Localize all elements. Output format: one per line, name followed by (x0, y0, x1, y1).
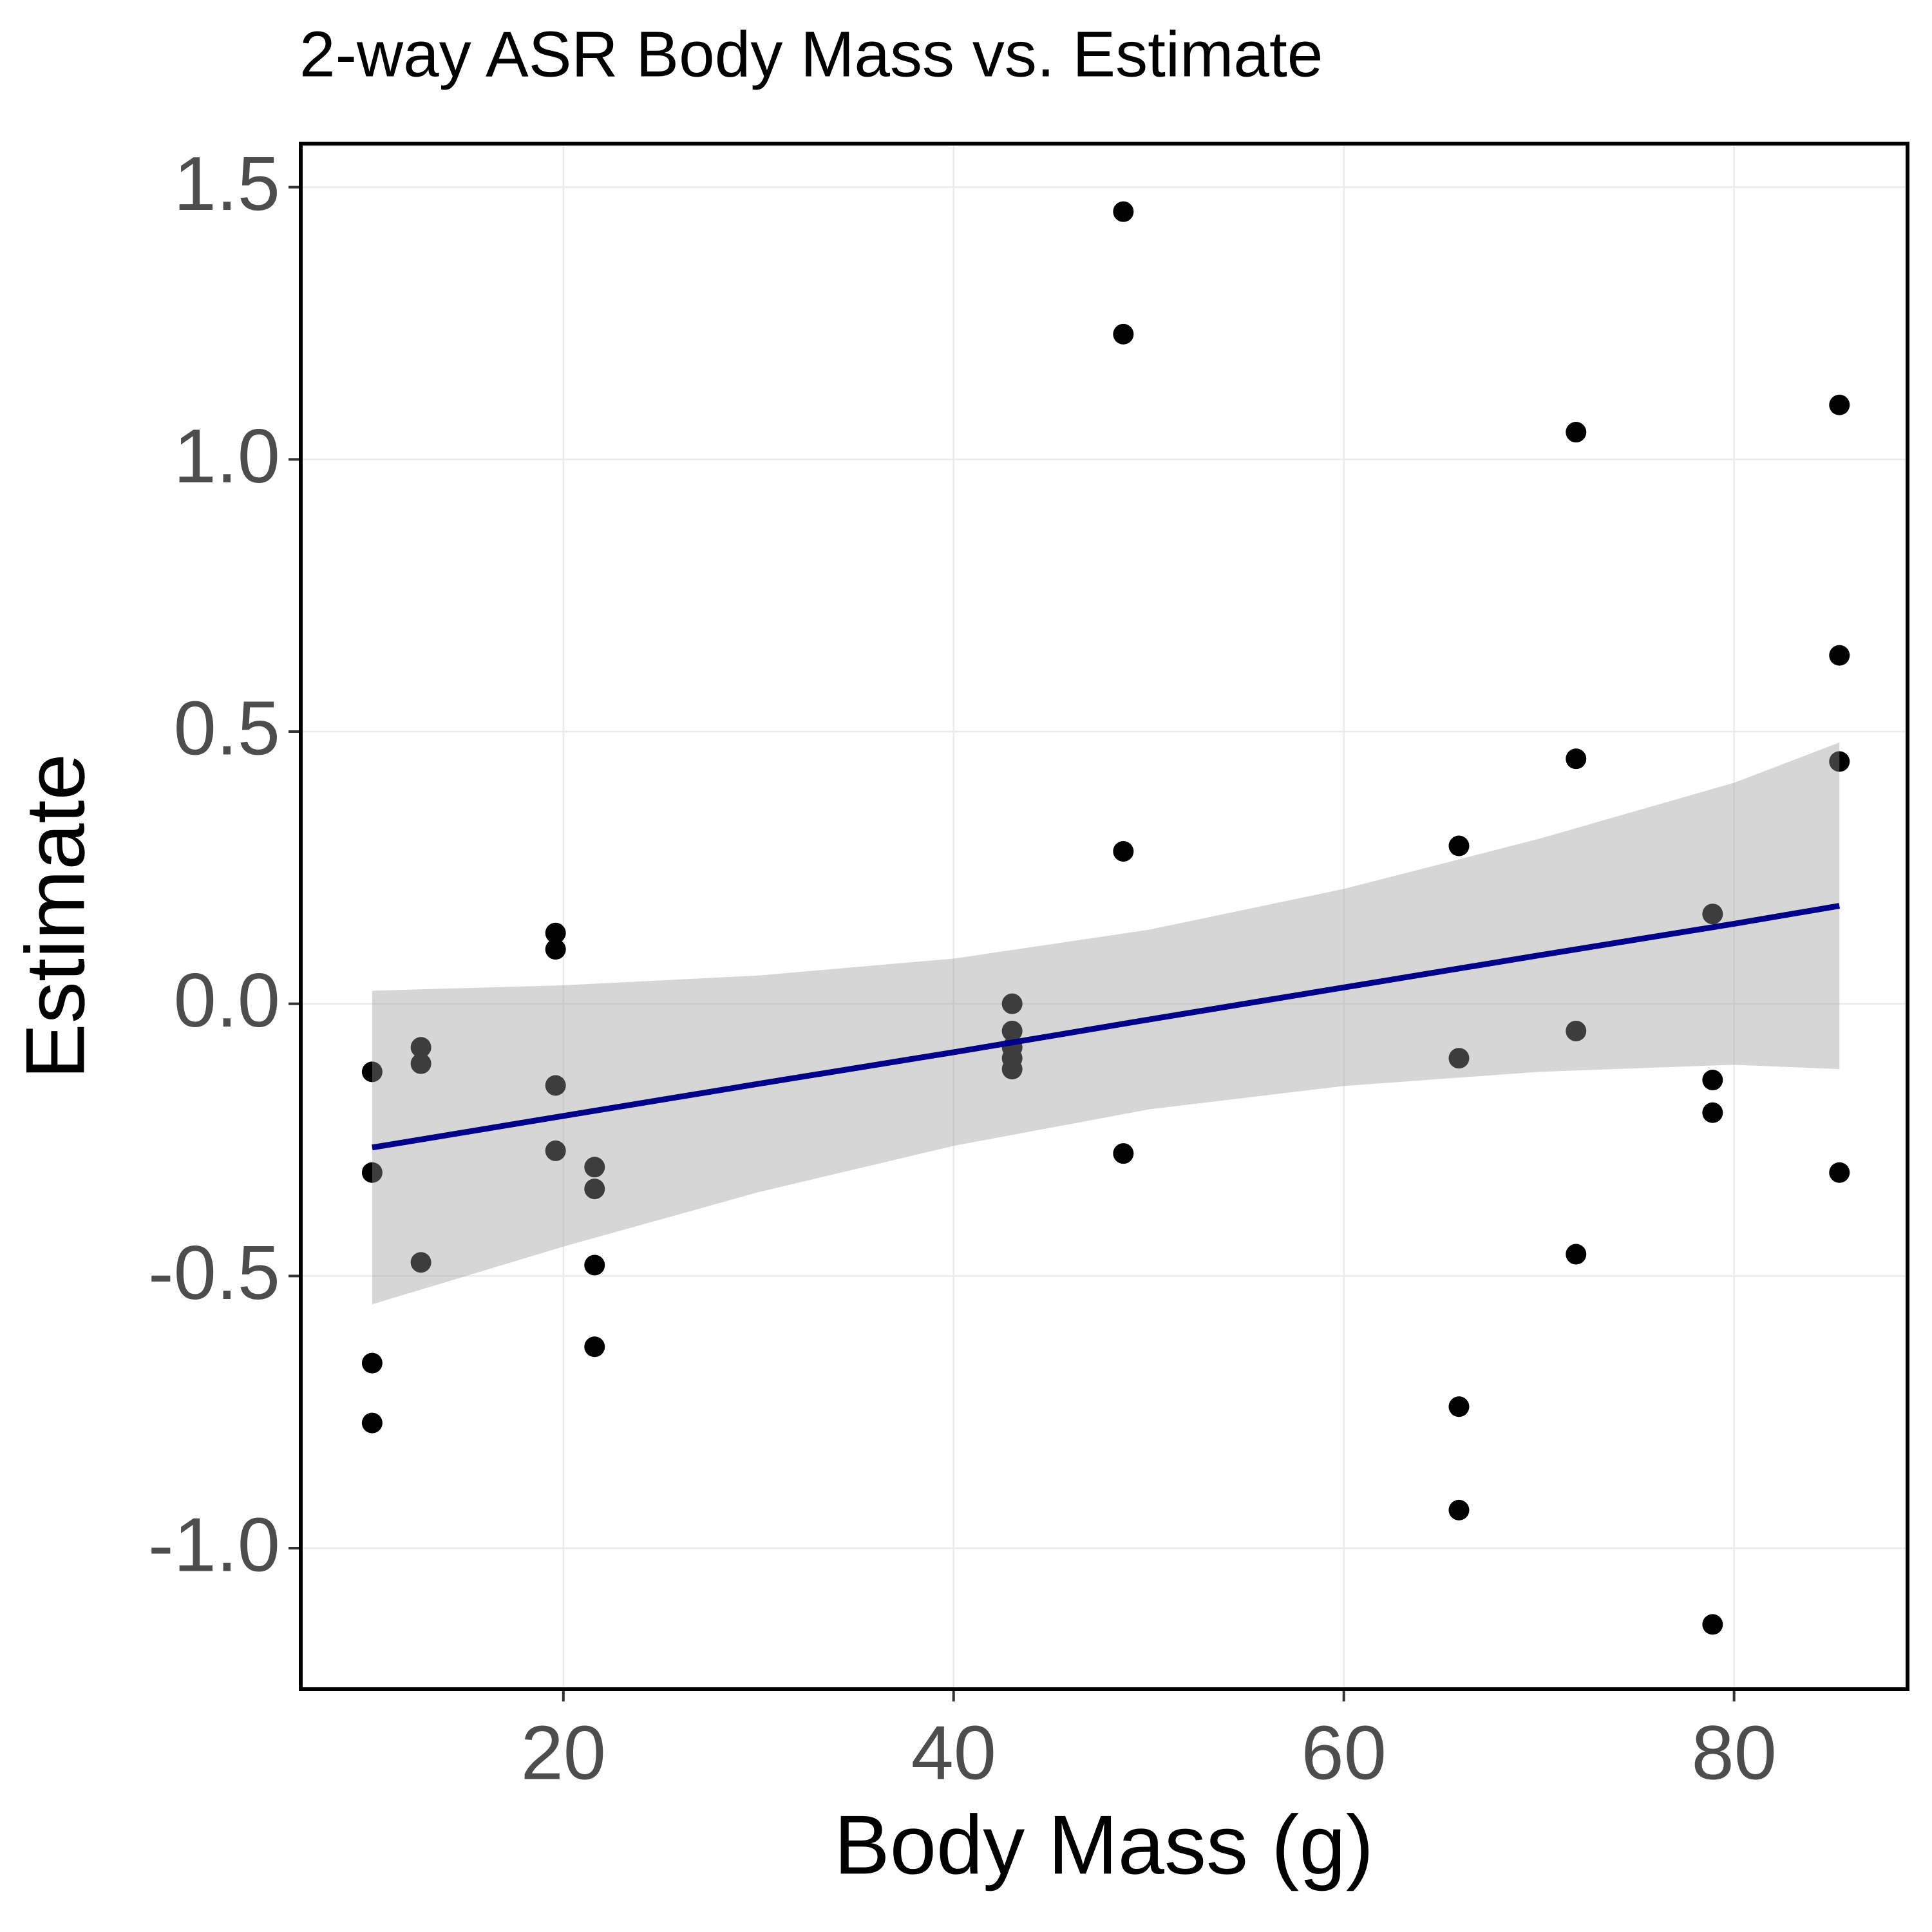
point (1566, 748, 1587, 770)
point (1829, 394, 1850, 415)
point (584, 1179, 605, 1200)
point (1702, 1102, 1723, 1123)
point (1702, 1614, 1723, 1635)
point (410, 1252, 431, 1273)
point (410, 1037, 431, 1058)
point (1001, 1059, 1023, 1080)
x-tick-label: 80 (1691, 1710, 1776, 1795)
point (584, 1255, 605, 1276)
y-axis-title: Estimate (8, 753, 102, 1079)
point (1566, 1020, 1587, 1041)
point (1448, 835, 1470, 857)
point (1113, 201, 1134, 222)
point (545, 939, 566, 960)
point (545, 1075, 566, 1096)
point (1829, 645, 1850, 666)
y-tick-label: -1.0 (148, 1502, 280, 1587)
point (361, 1061, 383, 1083)
x-tick-label: 40 (911, 1710, 996, 1795)
plot-border (299, 142, 1909, 1691)
point (361, 1162, 383, 1183)
confidence-band (372, 742, 1840, 1305)
point (1113, 1143, 1134, 1164)
y-tick-label: 0.0 (174, 958, 280, 1043)
point (1829, 1162, 1850, 1183)
y-tick-label: 1.5 (174, 141, 280, 227)
point (1829, 751, 1850, 772)
point (1113, 840, 1134, 862)
chart-title: 2-way ASR Body Mass vs. Estimate (299, 18, 1323, 90)
point (1448, 1396, 1470, 1417)
y-tick-label: -0.5 (148, 1230, 280, 1316)
point (1702, 904, 1723, 925)
point (410, 1053, 431, 1074)
y-tick-label: 1.0 (174, 413, 280, 499)
point (545, 922, 566, 943)
plot-background (301, 144, 1908, 1689)
point (1566, 422, 1587, 443)
x-tick-label: 60 (1302, 1710, 1387, 1795)
point (584, 1157, 605, 1178)
point (1001, 1020, 1023, 1041)
x-tick-label: 20 (521, 1710, 606, 1795)
y-tick-label: 0.5 (174, 685, 280, 771)
point (1001, 993, 1023, 1014)
fit-line (372, 903, 1841, 1151)
point (361, 1352, 383, 1374)
point (1448, 1048, 1470, 1069)
point (1448, 1499, 1470, 1520)
point (1566, 1244, 1587, 1265)
point (1702, 1070, 1723, 1091)
point (584, 1336, 605, 1358)
point (1113, 323, 1134, 345)
point (545, 1140, 566, 1161)
x-axis-title: Body Mass (g) (834, 1797, 1374, 1891)
point (361, 1412, 383, 1434)
